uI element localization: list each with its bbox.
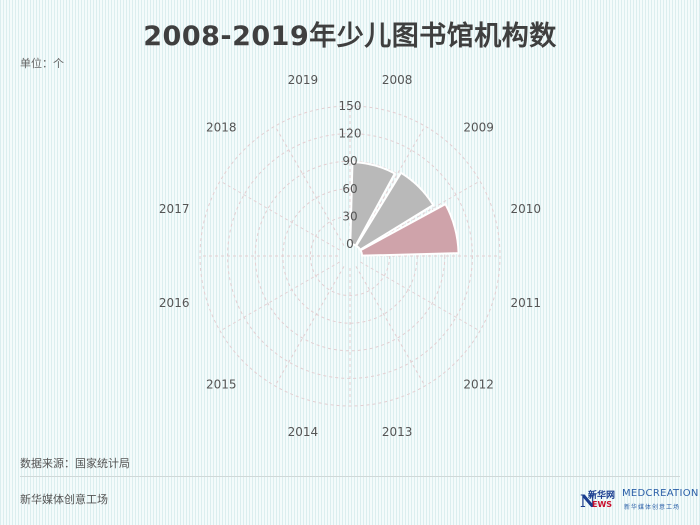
category-label-2008: 2008 [382,73,413,87]
xinhua-news-logo: 新华网 N EWS [578,486,618,512]
chart-grid [199,105,501,407]
r-tick-label-5: 150 [339,99,362,113]
bar-2009 [355,171,435,251]
bar-2008 [349,161,396,247]
xinhua-logo-n: N [580,492,596,512]
grid-ring-1 [309,215,391,297]
grid-spoke-2 [360,180,481,251]
r-tick-label-2: 60 [342,182,357,196]
r-tick-label-0: 0 [346,237,354,251]
xinhua-logo-ews: EWS [592,500,613,509]
grid-spoke-1 [355,125,426,246]
category-label-2010: 2010 [511,202,542,216]
grid-ring-5 [199,105,501,407]
grid-spoke-10 [219,180,340,251]
r-tick-label-1: 30 [342,209,357,223]
footer-divider [20,476,680,477]
category-label-2019: 2019 [288,73,319,87]
category-label-2012: 2012 [463,378,494,392]
r-tick-label-3: 90 [342,154,357,168]
unit-label: 单位：个 [20,57,64,70]
category-label-2016: 2016 [159,296,190,310]
chart-bars [349,161,460,257]
logo-group: 新华网 N EWS MEDCREATION 新华媒体创意工场 [578,484,698,514]
grid-spoke-5 [355,266,426,387]
chart-title: 2008-2019年少儿图书馆机构数 [143,21,557,52]
medcreation-logo-subtext: 新华媒体创意工场 [624,504,681,511]
grid-spoke-8 [219,261,340,332]
data-source: 数据来源：国家统计局 [20,457,130,470]
xinhua-logo-text: 新华网 [588,491,616,501]
grid-spoke-11 [274,125,345,246]
category-label-2011: 2011 [511,296,542,310]
grid-spoke-4 [360,261,481,332]
category-label-2017: 2017 [159,202,190,216]
medcreation-logo: MEDCREATION 新华媒体创意工场 [622,486,698,512]
category-label-2014: 2014 [288,425,319,439]
footer-credit: 新华媒体创意工场 [20,493,108,506]
category-label-2013: 2013 [382,425,413,439]
grid-spoke-7 [274,266,345,387]
r-tick-label-4: 120 [339,127,362,141]
bar-2010 [359,203,460,257]
category-label-2015: 2015 [206,378,237,392]
category-label-2009: 2009 [463,120,494,134]
chart-labels: 0 30 60 90 120 150 2008 2009 2010 2011 2012 2013 201… [159,73,541,439]
grid-ring-3 [254,160,446,352]
medcreation-logo-text: MEDCREATION [622,488,699,499]
category-label-2018: 2018 [206,120,237,134]
